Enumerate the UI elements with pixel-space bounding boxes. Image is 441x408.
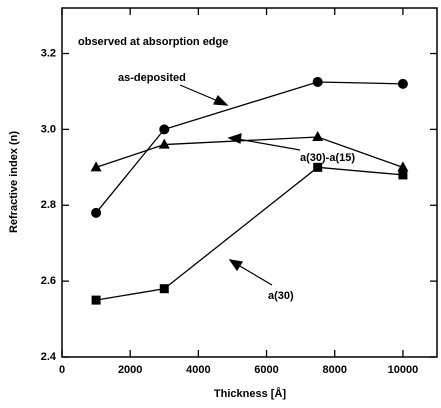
y-tick-label: 3.0	[41, 123, 56, 135]
annotation-arrows	[179, 84, 301, 286]
point	[158, 138, 170, 149]
point	[313, 162, 323, 172]
x-tick-label: 6000	[254, 364, 278, 376]
note: observed at absorption edge	[78, 36, 228, 48]
point	[397, 161, 409, 172]
y-tick-label: 2.4	[41, 351, 57, 363]
x-tick-label: 4000	[186, 364, 210, 376]
arrow	[231, 137, 301, 151]
series-label: a(30)	[268, 290, 294, 302]
point	[159, 284, 169, 294]
series-line	[95, 136, 404, 168]
point	[91, 207, 102, 218]
plot-frame	[61, 7, 438, 358]
series-line	[95, 81, 403, 214]
y-tick-label: 3.2	[41, 47, 56, 59]
point	[312, 130, 324, 141]
point	[397, 78, 408, 89]
y-tick-label: 2.6	[41, 275, 56, 287]
arrow-head	[228, 259, 243, 272]
x-tick-label: 0	[59, 364, 65, 376]
series-label: a(30)-a(15)	[300, 152, 355, 164]
series-line	[95, 166, 403, 301]
x-tick-label: 10000	[388, 364, 419, 376]
y-axis-label: Refractive index (n)	[8, 131, 20, 233]
x-tick-label: 2000	[118, 364, 142, 376]
x-axis-label: Thickness [Å]	[214, 387, 286, 400]
point	[159, 124, 170, 135]
point	[90, 161, 102, 172]
x-tick-label: 8000	[322, 364, 346, 376]
arrow-head	[213, 94, 229, 106]
point	[312, 76, 323, 87]
y-tick-label: 2.8	[41, 199, 56, 211]
series-label: as-deposited	[118, 72, 186, 84]
point	[91, 295, 101, 305]
point	[398, 170, 408, 180]
